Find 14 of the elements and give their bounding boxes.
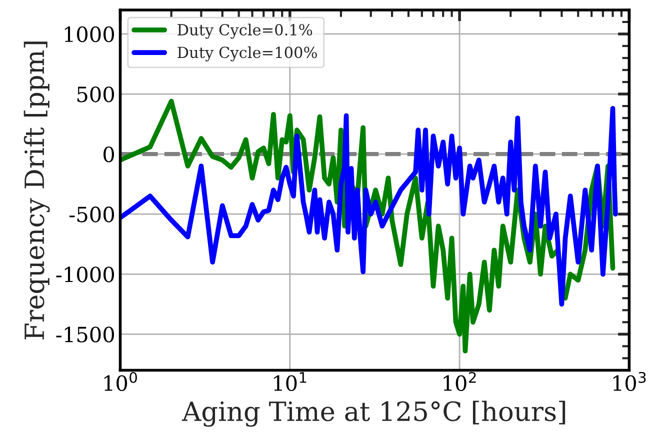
y-tick-label: -1000 <box>56 266 114 282</box>
y-axis-title: Frequency Drift [ppm] <box>24 42 50 340</box>
y-tick-label: 1000 <box>64 26 114 42</box>
y-tick-label: 0 <box>104 146 114 162</box>
y-tick-label: 500 <box>77 86 114 102</box>
legend-label: Duty Cycle=0.1% <box>178 24 312 39</box>
y-tick-label: -1500 <box>56 326 114 342</box>
x-axis-title: Aging Time at 125°C [hours] <box>182 400 566 427</box>
y-tick-label: -500 <box>69 206 114 222</box>
x-tick-label: 10$^{2}$ <box>444 372 476 392</box>
x-tick-label: 10$^{3}$ <box>613 372 646 392</box>
legend-label: Duty Cycle=100% <box>178 46 317 62</box>
x-tick-label: 10$^{0}$ <box>104 372 137 392</box>
x-tick-label: 10$^{1}$ <box>274 372 306 392</box>
